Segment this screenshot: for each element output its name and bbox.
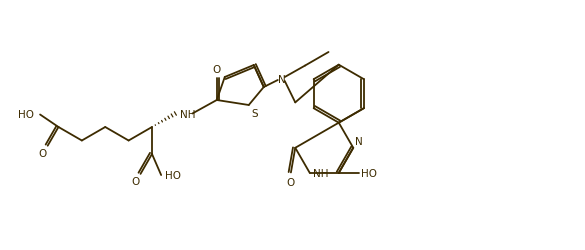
Text: N: N	[355, 136, 363, 146]
Text: NH: NH	[180, 109, 196, 119]
Text: O: O	[287, 178, 295, 188]
Text: HO: HO	[361, 168, 377, 178]
Text: O: O	[39, 148, 47, 158]
Text: HO: HO	[18, 109, 34, 119]
Text: NH: NH	[313, 168, 328, 178]
Text: HO: HO	[165, 170, 181, 180]
Text: S: S	[252, 108, 259, 118]
Text: N: N	[278, 75, 285, 85]
Text: O: O	[131, 176, 140, 186]
Text: O: O	[212, 65, 221, 75]
